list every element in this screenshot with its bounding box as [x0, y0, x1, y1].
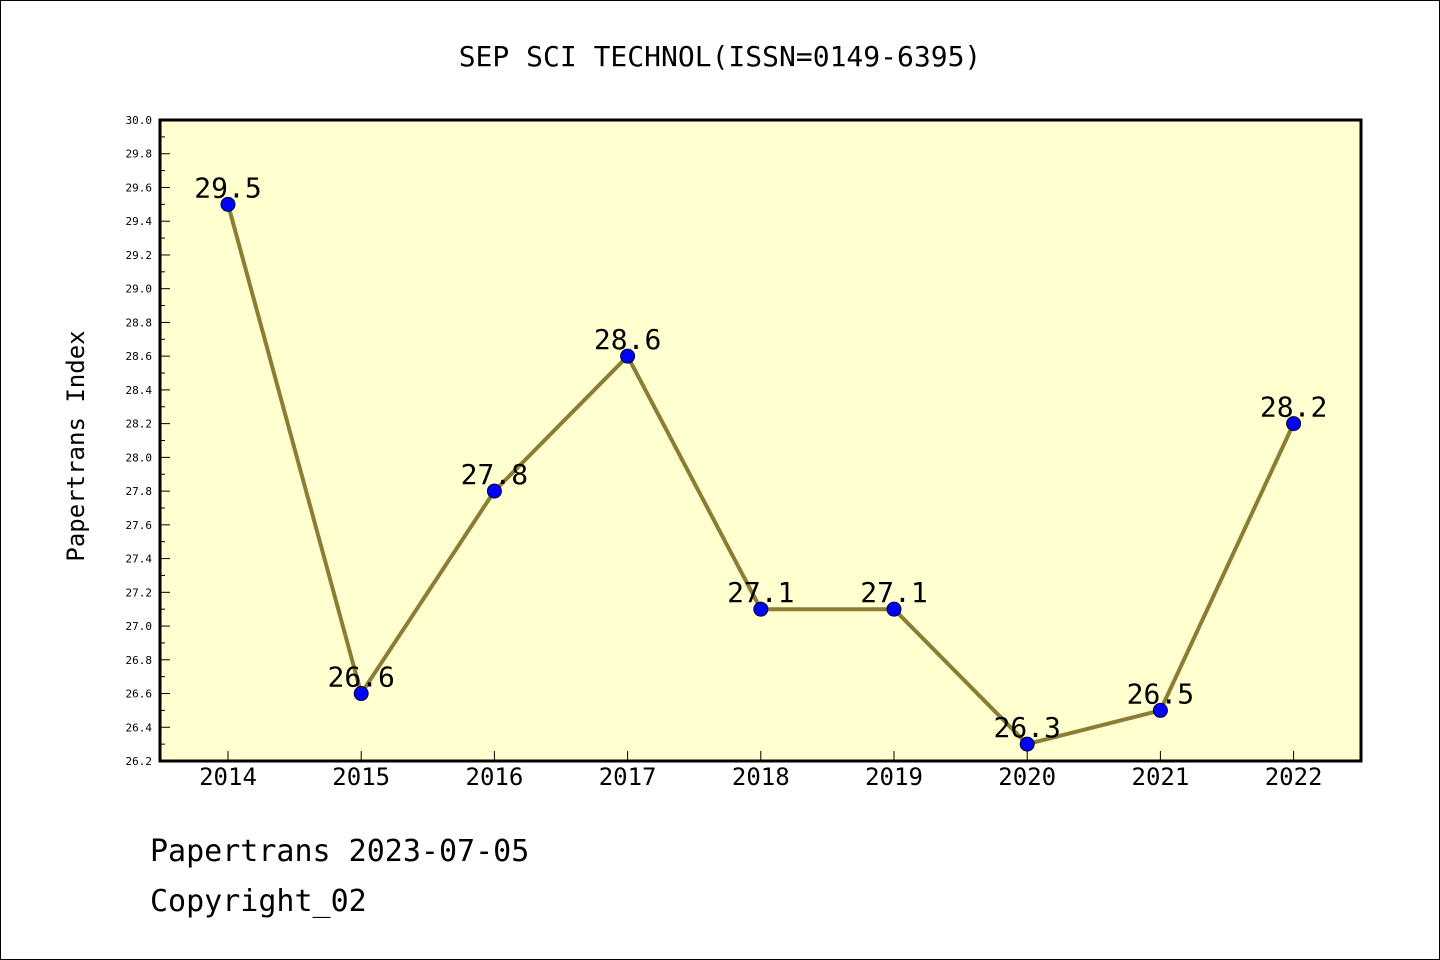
y-tick-label: 29.6: [126, 181, 153, 194]
x-tick-label: 2017: [599, 763, 657, 791]
data-point: [1286, 416, 1302, 432]
data-label: 28.6: [594, 323, 661, 356]
y-tick-label: 26.2: [126, 755, 153, 768]
y-tick-label: 28.2: [126, 418, 153, 431]
x-tick-label: 2015: [332, 763, 390, 791]
data-point: [753, 601, 769, 617]
x-axis-ticks: 2014 2015 2016 2017 2018 2019 2020 2021 2022: [199, 751, 1322, 791]
y-tick-label: 30.0: [126, 114, 153, 127]
x-tick-label: 2018: [732, 763, 790, 791]
y-tick-label: 29.8: [126, 148, 153, 161]
y-tick-label: 28.4: [126, 384, 153, 397]
footer-copyright: Copyright_02: [150, 884, 367, 919]
plot-area: [160, 120, 1361, 761]
y-tick-label: 27.8: [126, 485, 153, 498]
y-axis-label: Papertrans Index: [62, 330, 90, 561]
data-point: [486, 483, 502, 499]
y-tick-label: 29.4: [126, 215, 153, 228]
data-label: 27.1: [860, 576, 927, 609]
data-point: [220, 196, 236, 212]
y-tick-label: 26.4: [126, 721, 153, 734]
x-tick-label: 2021: [1132, 763, 1190, 791]
y-tick-label: 27.2: [126, 586, 153, 599]
y-tick-label: 27.0: [126, 620, 153, 633]
x-tick-label: 2019: [865, 763, 923, 791]
x-tick-label: 2022: [1265, 763, 1323, 791]
y-tick-label: 28.8: [126, 316, 153, 329]
data-labels: 29.5 26.6 27.8 28.6 27.1 27.1 26.3 26.5 28.2: [194, 171, 1327, 744]
data-label: 28.2: [1260, 391, 1327, 424]
y-tick-label: 26.6: [126, 688, 153, 701]
data-label: 26.6: [327, 661, 394, 694]
data-point: [886, 601, 902, 617]
series-layer: [220, 196, 1302, 752]
data-label: 29.5: [194, 171, 261, 204]
y-tick-label: 26.8: [126, 654, 153, 667]
y-tick-label: 27.4: [126, 553, 153, 566]
y-tick-label: 29.0: [126, 283, 153, 296]
plot-border: [158, 118, 1363, 763]
data-point: [353, 686, 369, 702]
y-tick-label: 27.6: [126, 519, 153, 532]
data-label: 27.8: [461, 458, 528, 491]
data-label: 27.1: [727, 576, 794, 609]
footer-date-line: Papertrans 2023-07-05: [150, 834, 530, 869]
y-tick-label: 29.2: [126, 249, 153, 262]
y-axis-ticks: 26.2 26.4 26.6 26.8 27.0 27.2 27.4 27.6 27.8 28.0…: [126, 114, 170, 768]
data-label: 26.5: [1127, 677, 1194, 710]
y-tick-label: 28.6: [126, 350, 153, 363]
x-tick-label: 2014: [199, 763, 257, 791]
data-point: [1019, 736, 1035, 752]
x-tick-label: 2016: [466, 763, 524, 791]
chart-title: SEP SCI TECHNOL(ISSN=0149-6395): [459, 40, 982, 73]
data-label: 26.3: [993, 711, 1060, 744]
data-point: [1152, 702, 1168, 718]
x-tick-label: 2020: [998, 763, 1056, 791]
data-point: [620, 348, 636, 364]
y-tick-label: 28.0: [126, 451, 153, 464]
